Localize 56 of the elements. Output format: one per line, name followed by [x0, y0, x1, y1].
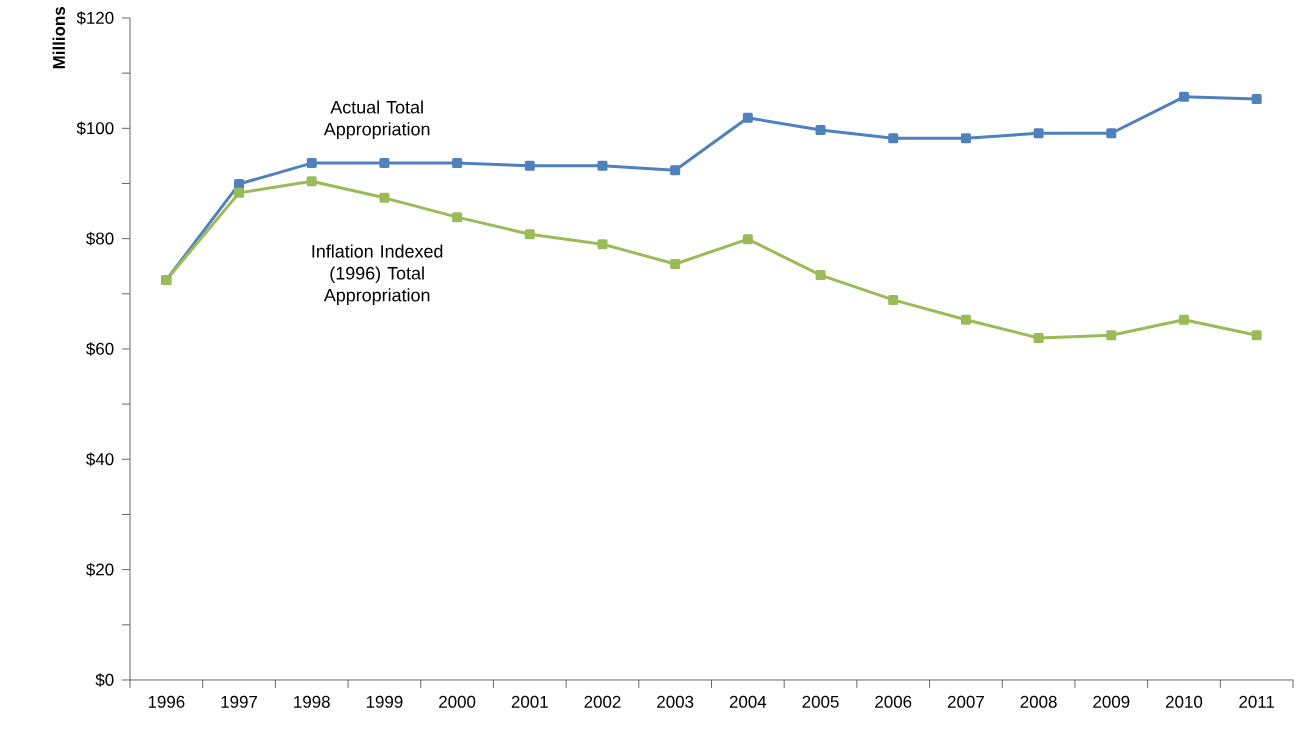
point [815, 270, 826, 281]
point [306, 158, 317, 169]
x-tick-label: 1996 [148, 695, 185, 708]
point [670, 259, 681, 270]
x-tick-label: 1999 [366, 695, 403, 708]
point [234, 187, 245, 198]
y-tick-label: $20 [86, 562, 114, 577]
x-tick-label: 1998 [294, 695, 330, 708]
y-tick-label: $80 [86, 231, 114, 246]
point [960, 314, 971, 325]
point [1178, 314, 1189, 325]
point [597, 160, 608, 171]
x-tick-label: 2008 [1020, 695, 1057, 708]
y-tick-label: $0 [95, 673, 114, 687]
point [524, 160, 535, 171]
point [452, 212, 463, 223]
point [379, 158, 390, 169]
x-tick-label: 2010 [1166, 695, 1203, 708]
point [1033, 332, 1044, 343]
x-tick-label: 2009 [1093, 695, 1130, 708]
point [597, 239, 608, 250]
x-tick-label: 2006 [875, 695, 912, 708]
point [1178, 91, 1189, 102]
y-tick-label: $120 [76, 11, 114, 25]
point [1251, 94, 1262, 105]
y-axis-title: Millions [52, 7, 66, 69]
point [742, 112, 753, 123]
point [452, 158, 463, 169]
x-tick-label: 2007 [947, 695, 984, 708]
x-tick-label: 2003 [657, 695, 694, 708]
point [1251, 330, 1262, 341]
y-tick-label: $60 [86, 342, 114, 356]
series-label: Inflation Indexed (1996) Total Appropriation [312, 244, 443, 306]
point [1106, 330, 1117, 341]
point [1033, 128, 1044, 139]
point [960, 133, 971, 144]
y-tick-label: $40 [86, 452, 114, 467]
x-tick-label: 2004 [729, 695, 767, 708]
point [888, 294, 899, 305]
point [670, 165, 681, 176]
x-tick-label: 2002 [584, 695, 621, 708]
y-tick-label: $100 [76, 121, 114, 136]
point [306, 176, 317, 187]
x-tick-label: 2011 [1239, 695, 1275, 708]
point [379, 192, 390, 203]
point [742, 234, 753, 245]
point [524, 229, 535, 240]
point [815, 124, 826, 135]
x-tick-label: 1997 [221, 695, 258, 708]
x-tick-label: 2005 [802, 695, 839, 708]
point [1106, 128, 1117, 139]
x-tick-label: 2000 [439, 695, 476, 708]
series-label: Actual Total Appropriation [323, 100, 430, 140]
point [234, 179, 245, 190]
point [888, 133, 899, 144]
x-tick-label: 2001 [511, 695, 548, 708]
